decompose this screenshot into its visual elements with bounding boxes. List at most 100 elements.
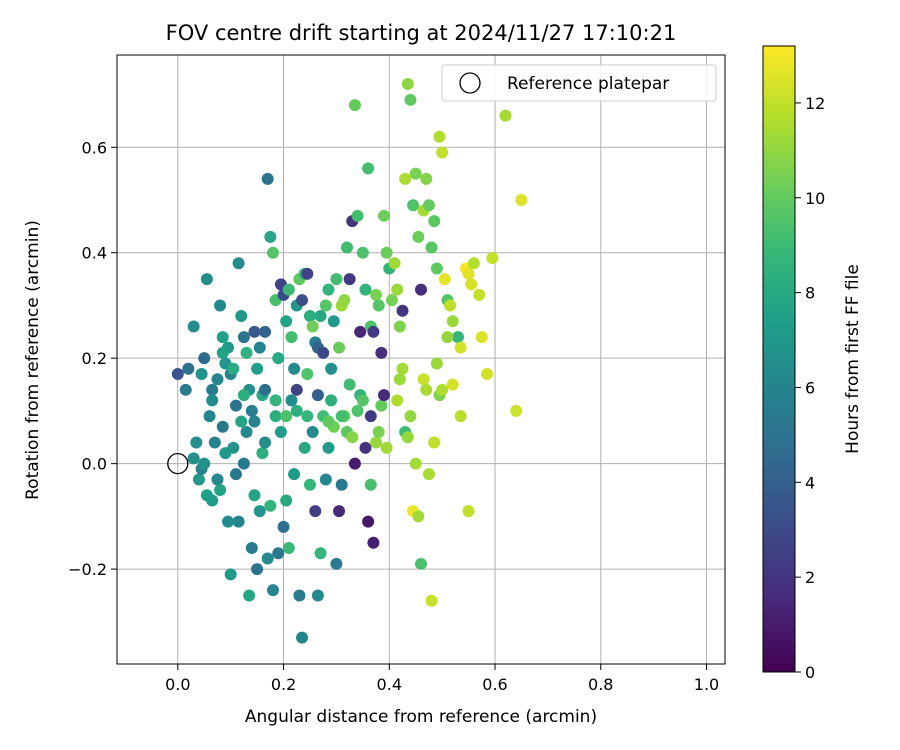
data-point bbox=[251, 563, 264, 576]
data-point bbox=[253, 505, 266, 518]
data-point bbox=[237, 389, 250, 402]
data-point bbox=[346, 431, 359, 444]
data-point bbox=[436, 383, 449, 396]
data-point bbox=[256, 447, 269, 460]
data-point bbox=[362, 515, 375, 528]
data-point bbox=[370, 436, 383, 449]
data-point bbox=[259, 325, 272, 338]
data-point bbox=[433, 130, 446, 143]
y-tick-label: −0.2 bbox=[68, 560, 107, 579]
data-point bbox=[327, 315, 340, 328]
data-point bbox=[227, 441, 240, 454]
data-point bbox=[288, 468, 301, 481]
data-point bbox=[407, 199, 420, 212]
data-point bbox=[280, 410, 293, 423]
data-point bbox=[192, 473, 205, 486]
data-point bbox=[235, 415, 248, 428]
data-point bbox=[362, 162, 375, 175]
data-point bbox=[296, 631, 309, 644]
colorbar-label: Hours from first FF file bbox=[843, 264, 863, 454]
data-point bbox=[216, 331, 229, 344]
data-point bbox=[391, 283, 404, 296]
data-point bbox=[224, 568, 237, 581]
data-point bbox=[486, 252, 499, 264]
data-point bbox=[269, 394, 282, 407]
colorbar-tick-label: 10 bbox=[805, 189, 825, 208]
data-point bbox=[370, 288, 383, 301]
colorbar-tick-label: 0 bbox=[805, 663, 815, 682]
data-point bbox=[372, 426, 385, 438]
data-point bbox=[232, 515, 245, 528]
data-point bbox=[229, 399, 242, 412]
data-point bbox=[198, 457, 211, 470]
data-point bbox=[404, 93, 417, 106]
x-tick-label: 0.8 bbox=[588, 675, 613, 694]
data-point bbox=[261, 172, 274, 185]
data-point bbox=[380, 246, 393, 259]
y-tick-label: 0.0 bbox=[82, 455, 107, 474]
data-point bbox=[222, 515, 235, 528]
data-point bbox=[285, 394, 298, 407]
data-point bbox=[211, 373, 224, 386]
data-point bbox=[282, 283, 295, 296]
data-point bbox=[467, 257, 480, 270]
data-point bbox=[288, 362, 301, 375]
data-point bbox=[240, 346, 253, 359]
data-point bbox=[229, 468, 242, 481]
data-point bbox=[280, 494, 293, 507]
data-point bbox=[333, 505, 346, 518]
data-point bbox=[322, 283, 335, 296]
data-point bbox=[303, 478, 316, 491]
data-point bbox=[359, 283, 372, 296]
data-point bbox=[259, 383, 272, 396]
data-point bbox=[232, 257, 245, 270]
data-point bbox=[214, 484, 227, 496]
colorbar: 0 2 4 6 8 10 12 Hours from first FF file bbox=[762, 45, 863, 682]
data-point bbox=[330, 273, 343, 286]
data-point bbox=[237, 331, 250, 344]
data-point bbox=[401, 431, 414, 444]
colorbar-tick-label: 4 bbox=[805, 473, 815, 492]
data-point bbox=[372, 299, 385, 312]
data-point bbox=[367, 536, 380, 549]
data-point bbox=[269, 410, 282, 423]
data-point bbox=[245, 542, 258, 554]
data-point bbox=[399, 172, 412, 185]
data-point bbox=[356, 394, 369, 407]
data-point bbox=[375, 346, 388, 359]
data-point bbox=[393, 373, 406, 386]
data-point bbox=[404, 410, 417, 423]
data-point bbox=[208, 436, 221, 449]
data-point bbox=[314, 547, 327, 560]
data-point bbox=[333, 341, 346, 354]
data-point bbox=[237, 457, 250, 470]
x-axis-ticks: 0.0 0.2 0.4 0.6 0.8 1.0 bbox=[165, 664, 719, 694]
x-tick-label: 0.0 bbox=[165, 675, 190, 694]
data-point bbox=[195, 368, 208, 380]
data-point bbox=[274, 426, 287, 438]
legend-box bbox=[441, 64, 717, 102]
data-point bbox=[179, 383, 192, 396]
colorbar-tick-label: 12 bbox=[805, 94, 825, 113]
data-point bbox=[380, 441, 393, 454]
data-point bbox=[182, 362, 195, 375]
data-point bbox=[338, 294, 351, 307]
data-point bbox=[330, 557, 343, 570]
data-point bbox=[240, 426, 253, 438]
data-point bbox=[364, 478, 377, 491]
colorbar-tick-label: 6 bbox=[805, 378, 815, 397]
data-point bbox=[375, 399, 388, 412]
data-point bbox=[248, 489, 261, 502]
data-point bbox=[441, 331, 454, 344]
data-point bbox=[428, 436, 441, 449]
data-point bbox=[301, 410, 314, 423]
data-point bbox=[335, 478, 348, 491]
data-point bbox=[454, 341, 467, 354]
data-point bbox=[415, 283, 427, 296]
data-point bbox=[364, 410, 377, 423]
data-point bbox=[391, 394, 404, 407]
data-point bbox=[452, 331, 465, 344]
data-point bbox=[261, 552, 274, 565]
